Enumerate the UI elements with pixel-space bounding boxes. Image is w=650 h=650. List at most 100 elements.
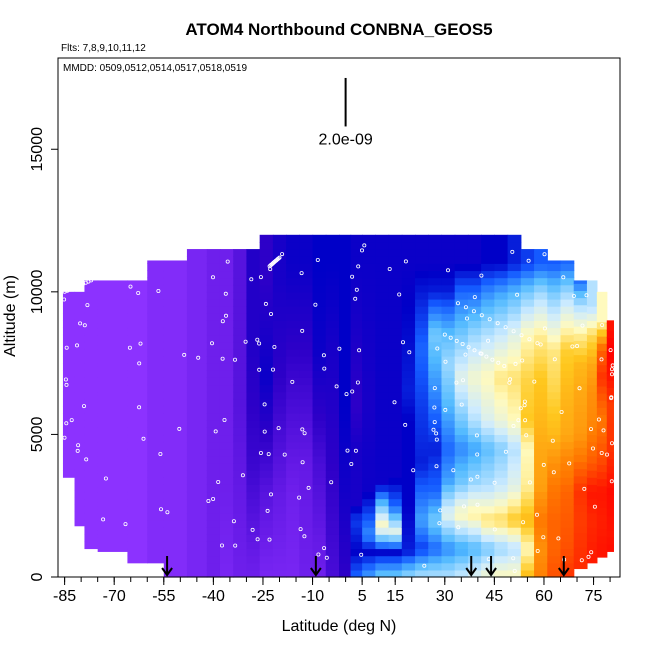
curtain-cell (147, 348, 165, 357)
curtain-cell (246, 334, 261, 343)
curtain-cell (74, 291, 86, 299)
curtain-cell (350, 348, 363, 357)
curtain-cell (246, 541, 261, 550)
track-point (535, 341, 540, 346)
curtain-cell (586, 348, 598, 357)
curtain-cell (272, 384, 287, 393)
track-point (262, 429, 267, 434)
curtain-cell (507, 284, 522, 293)
curtain-cell (467, 356, 482, 364)
track-point (290, 379, 295, 384)
curtain-cell (388, 363, 403, 371)
track-point (516, 418, 521, 423)
curtain-cell (428, 398, 443, 407)
track-point (223, 291, 228, 296)
curtain-cell (375, 441, 390, 450)
curtain-cell (586, 341, 598, 350)
curtain-cell (494, 384, 509, 393)
curtain-cell (286, 441, 300, 450)
curtain-cell (428, 455, 443, 464)
curtain-cell (481, 555, 495, 564)
curtain-cell (339, 534, 352, 542)
curtain-cell (467, 491, 482, 500)
curtain-cell (507, 505, 522, 514)
curtain-cell (401, 377, 416, 386)
curtain-cell (339, 298, 352, 307)
curtain-cell (481, 370, 495, 378)
curtain-cell (147, 427, 165, 436)
curtain-cell (573, 454, 588, 463)
curtain-cell (259, 470, 274, 478)
curtain-cell (299, 334, 314, 343)
track-point (137, 405, 142, 410)
curtain-cell (233, 427, 248, 436)
curtain-cell (507, 256, 522, 264)
curtain-cell (401, 334, 416, 343)
curtain-cell (547, 298, 562, 307)
curtain-cell (233, 527, 248, 535)
curtain-cell (507, 441, 522, 450)
curtain-cell (573, 475, 588, 484)
curtain-cell (350, 491, 363, 500)
curtain-cell (350, 512, 363, 521)
curtain-cell (481, 377, 495, 386)
curtain-cell (375, 363, 390, 371)
curtain-cell (339, 377, 352, 386)
curtain-cell (186, 348, 208, 357)
curtain-cell (219, 491, 234, 500)
curtain-cell (534, 384, 548, 393)
curtain-cell (467, 270, 482, 279)
curtain-cell (186, 519, 208, 528)
curtain-cell (259, 256, 274, 264)
curtain-cell (494, 455, 509, 464)
curtain-cell (375, 477, 390, 485)
curtain-cell (163, 541, 188, 550)
curtain-cell (233, 341, 248, 350)
curtain-cell (219, 455, 234, 464)
track-point (437, 521, 442, 526)
curtain-cell (520, 320, 535, 329)
curtain-cell (560, 448, 575, 457)
curtain-cell (206, 341, 221, 350)
curtain-cell (467, 413, 482, 421)
curtain-cell (534, 541, 548, 550)
track-point (362, 243, 367, 248)
curtain-cell (163, 455, 188, 464)
curtain-cell (467, 334, 482, 343)
curtain-cell (246, 484, 261, 493)
curtain-cell (312, 249, 327, 257)
curtain-cell (520, 548, 535, 557)
curtain-cell (573, 490, 588, 498)
curtain-cell (494, 441, 509, 450)
curtain-cell (127, 555, 148, 564)
curtain-cell (350, 562, 363, 571)
curtain-cell (454, 334, 469, 343)
curtain-cell (84, 320, 99, 329)
track-point (337, 346, 342, 351)
track-point (471, 309, 476, 314)
curtain-cell (441, 284, 456, 293)
curtain-cell (147, 527, 165, 535)
curtain-cell (586, 413, 598, 421)
curtain-cell (467, 384, 482, 393)
curtain-cell (233, 498, 248, 507)
curtain-cell (388, 291, 403, 300)
track-point (511, 329, 516, 334)
curtain-cell (560, 284, 575, 293)
curtain-cell (325, 541, 340, 550)
curtain-cell (147, 291, 165, 300)
track-point (298, 527, 303, 532)
curtain-cell (388, 470, 403, 478)
curtain-cell (401, 363, 416, 371)
curtain-cell (560, 470, 575, 478)
curtain-cell (494, 320, 509, 329)
curtain-cell (246, 284, 261, 293)
curtain-cell (586, 320, 598, 329)
curtain-cell (127, 512, 148, 521)
curtain-cell (259, 441, 274, 450)
curtain-cell (467, 363, 482, 371)
curtain-cell (206, 462, 221, 471)
track-point (345, 448, 350, 453)
track-point (486, 338, 491, 343)
